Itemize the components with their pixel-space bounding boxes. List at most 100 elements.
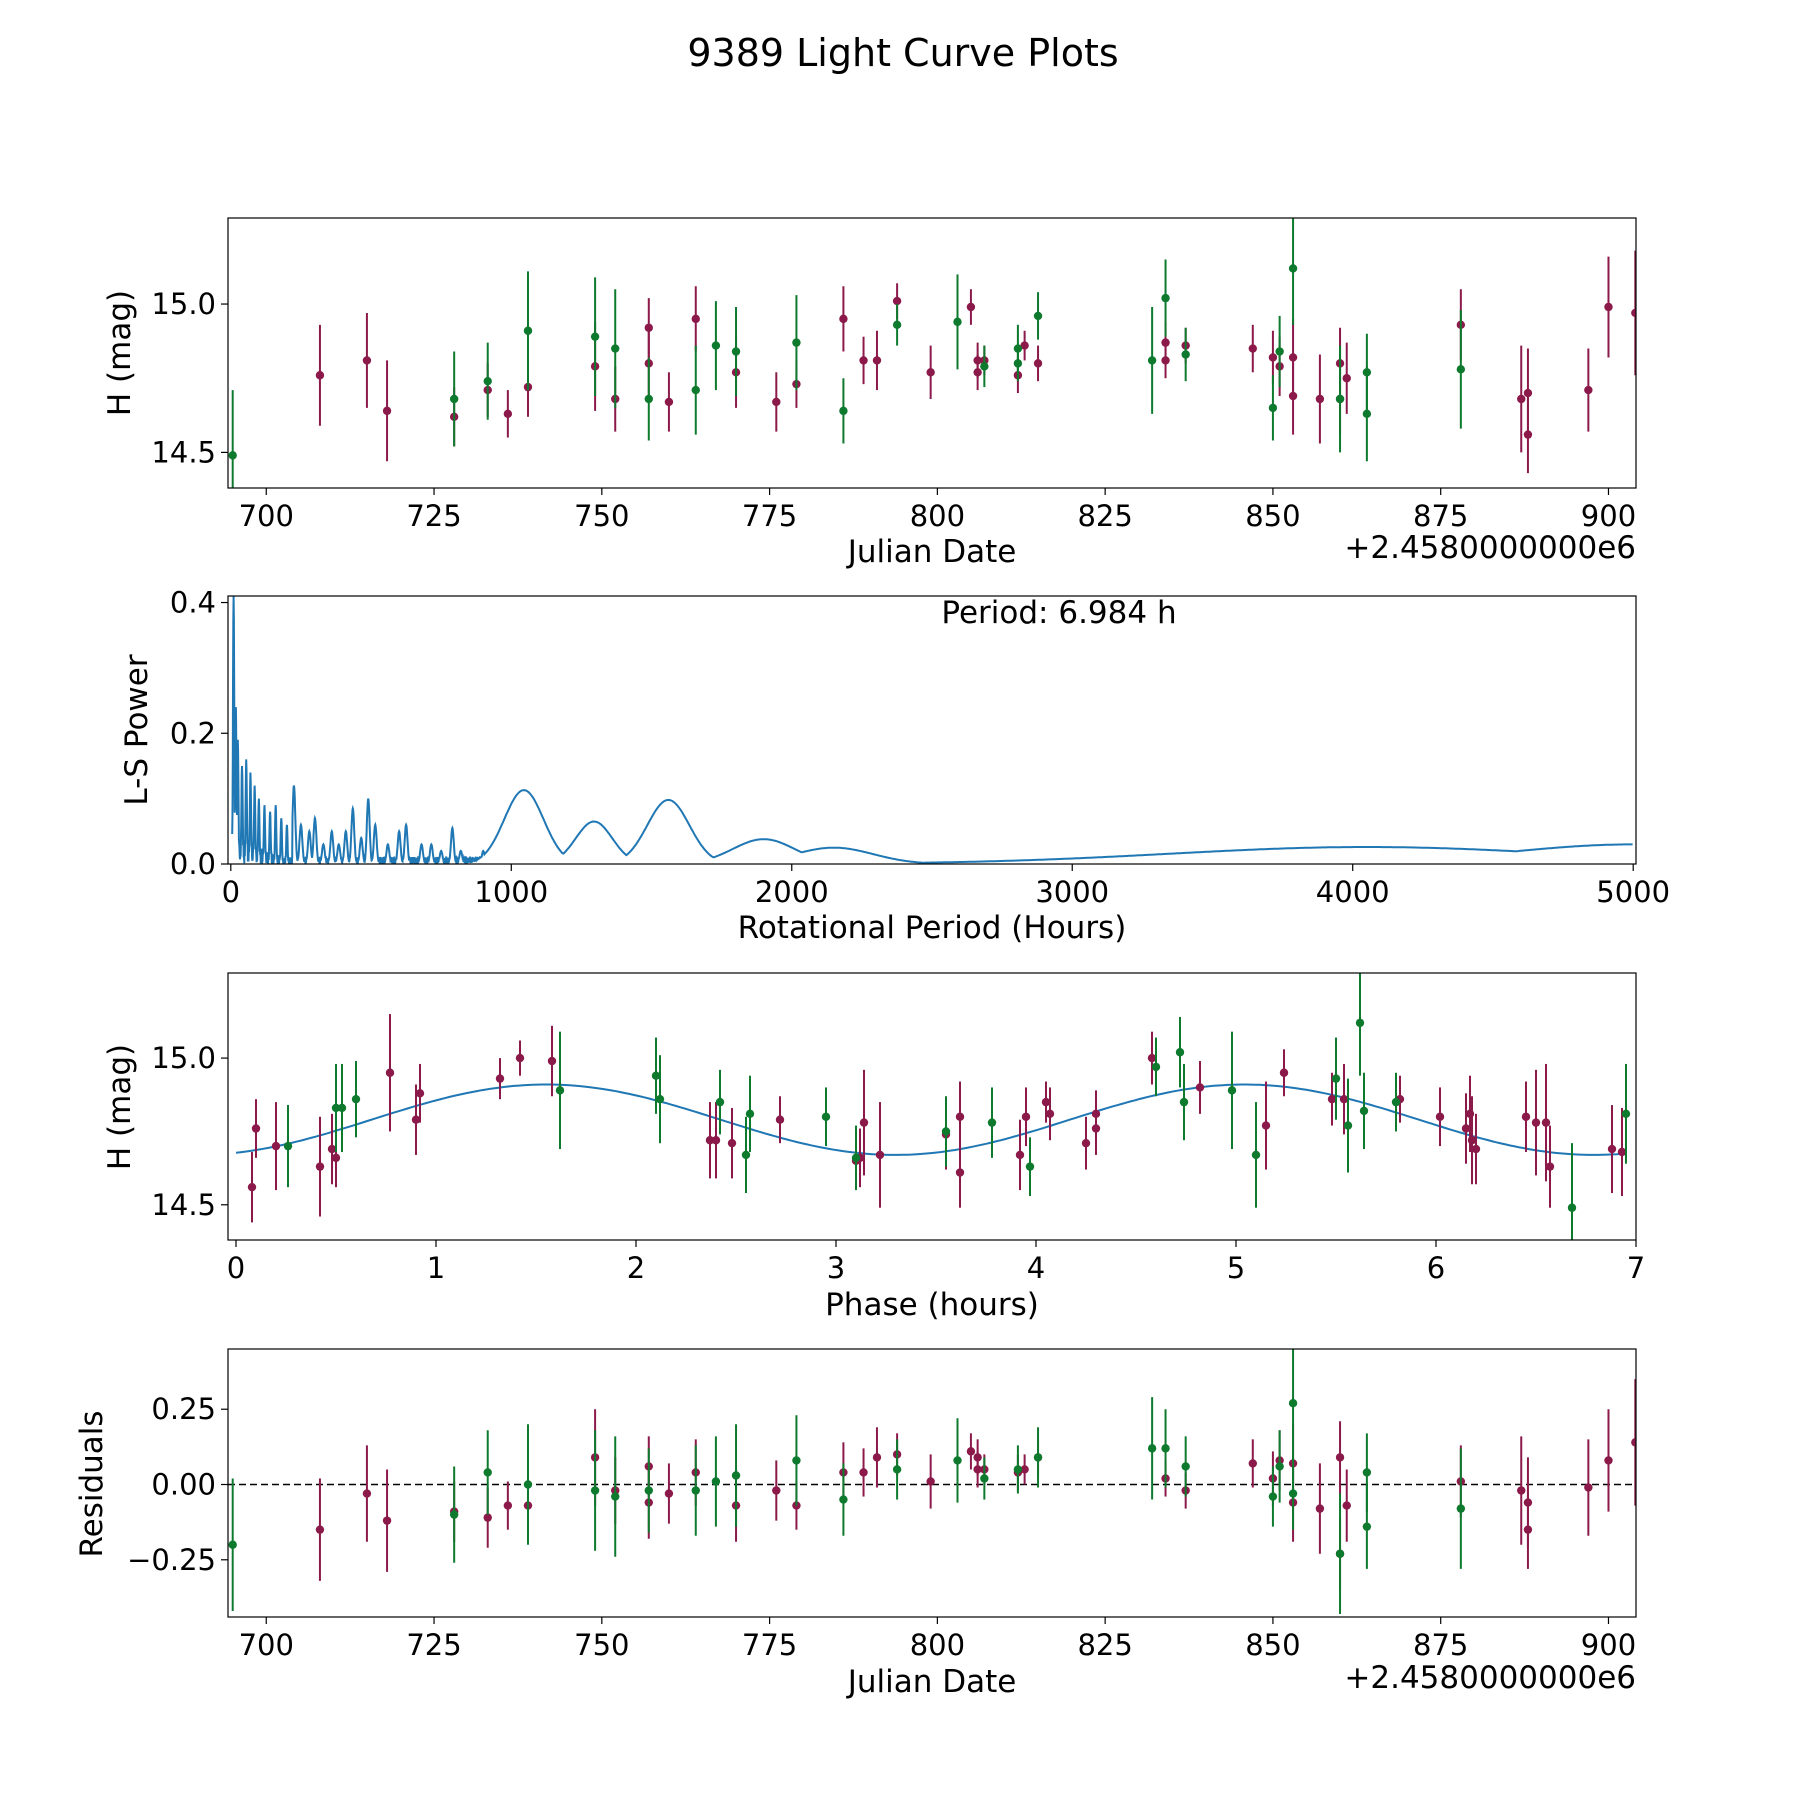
lc-xtick-label: 825 [1077,499,1132,533]
lc-point [1033,311,1043,321]
residuals-point [228,1540,237,1549]
lc-point [611,344,620,353]
lc-point [1268,353,1278,362]
residuals-point [611,1492,620,1501]
phase-point [351,1094,361,1104]
phase-point [385,1068,395,1077]
lc-point [1288,391,1298,401]
residuals-point [1161,1444,1170,1453]
residuals-point [315,1525,325,1534]
lc-point [772,397,781,407]
phase-point [1617,1147,1627,1157]
periodogram-ylabel: L-S Power [119,654,155,805]
phase-point [547,1056,557,1066]
residuals-ytick-label: 0.25 [151,1392,216,1426]
phase-point [715,1097,725,1107]
residuals-ytick-label: 0.00 [151,1468,216,1502]
phase-point [555,1086,565,1095]
periodogram-ytick-label: 0.4 [170,586,216,620]
residuals-point [503,1501,513,1510]
lc-point [892,296,902,306]
residuals-point [1342,1501,1351,1510]
phase-point [327,1144,337,1154]
lightcurve-panel: 700 725 750 775 800 825 850 875 900 14.5 15.0 Juli… [102,217,1637,570]
lc-point [1147,356,1157,365]
lc-xtick-label: 900 [1581,499,1636,533]
lc-point [1181,350,1190,359]
lc-xtick-label: 700 [239,499,294,533]
lc-point [1013,344,1023,353]
lc-point [980,362,989,371]
residuals-point [973,1465,982,1474]
phase-point [1531,1118,1541,1127]
residuals-point [483,1513,492,1522]
phase-ytick-label: 15.0 [151,1041,216,1075]
residuals-point [1604,1456,1613,1465]
residuals-series-b [228,1349,1466,1614]
phase-point [1607,1144,1617,1154]
lc-series-a [315,250,1636,474]
residuals-xtick-label: 800 [910,1628,965,1662]
lc-point [228,451,237,460]
phase-point [745,1109,755,1119]
phase-xtick-label: 2 [627,1251,645,1285]
lc-point [382,406,392,416]
lc-ytick-label: 14.5 [151,435,216,469]
residuals-point [1523,1525,1533,1534]
phase-point [515,1053,525,1063]
phase-point [1045,1109,1055,1119]
lc-point [1362,409,1372,419]
lc-point [711,341,721,350]
residuals-xtick-label: 700 [239,1628,294,1662]
lc-point [644,394,653,404]
phase-point [1339,1094,1349,1104]
residuals-point [1362,1522,1372,1531]
periodogram-panel: 0 1000 2000 3000 4000 5000 0.0 0.2 0.4 Period: 6… [119,586,1670,946]
phase-point [821,1112,831,1121]
lc-point [1315,394,1325,404]
residuals-point [449,1510,459,1519]
lc-point [872,356,882,365]
phase-xtick-label: 1 [427,1251,445,1285]
periodogram-line [231,596,1633,864]
lc-point [1517,394,1526,404]
phase-point [875,1150,885,1160]
phase-point [1521,1112,1531,1121]
phase-point [495,1074,505,1083]
phase-point [1545,1162,1555,1171]
phase-point [941,1127,951,1136]
phase-xlabel: Phase (hours) [825,1287,1039,1323]
lc-xtick-label: 750 [574,499,629,533]
residuals-point [711,1477,721,1486]
phase-point [1331,1074,1341,1083]
periodogram-annotation: Period: 6.984 h [941,595,1176,631]
phase-point [271,1141,281,1151]
lc-point [664,397,674,407]
lc-xtick-label: 875 [1413,499,1468,533]
phase-point [1251,1150,1261,1160]
lc-point [1456,365,1466,374]
phase-xtick-label: 5 [1227,1251,1245,1285]
residuals-point [1362,1468,1372,1477]
lightcurve-offset-label: +2.4580000000e6 [1344,530,1636,566]
lc-point [1523,388,1533,398]
residuals-point [859,1468,868,1477]
lc-point [503,409,513,419]
residuals-point [483,1468,492,1477]
lc-point [839,406,848,416]
phase-point [775,1115,785,1124]
residuals-xtick-label: 775 [742,1628,797,1662]
phase-frame [227,972,1637,1241]
lc-point [523,326,533,335]
lc-point [792,338,801,347]
residuals-point [892,1465,902,1474]
phase-point [851,1153,861,1163]
phase-series-a [247,1014,1627,1223]
phase-ytick-label: 14.5 [151,1188,216,1222]
phase-point [1621,1109,1631,1119]
phase-point [337,1103,347,1113]
phase-point [331,1153,341,1163]
residuals-point [644,1486,653,1495]
phase-point [1025,1162,1035,1171]
phase-fit-curve [235,1083,1627,1156]
